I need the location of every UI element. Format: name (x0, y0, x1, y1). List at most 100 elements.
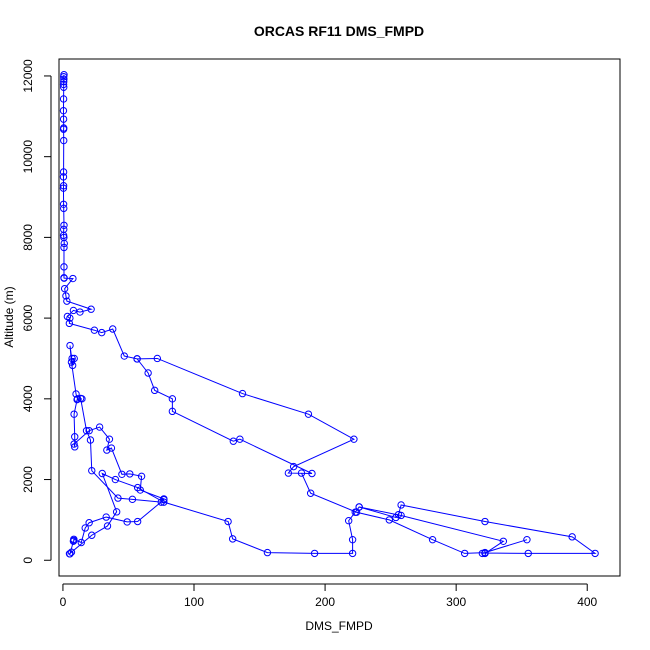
data-point (60, 239, 68, 248)
data-point (60, 73, 68, 81)
x-tick-label: 400 (577, 595, 597, 609)
data-point (111, 475, 120, 484)
data-point (523, 535, 531, 544)
data-point (107, 444, 116, 452)
data-point (76, 394, 85, 403)
data-point (229, 437, 238, 445)
x-tick-label: 100 (184, 595, 204, 609)
y-tick-label: 2000 (21, 466, 35, 493)
data-point (65, 550, 74, 558)
data-point (120, 352, 128, 360)
data-point (306, 489, 315, 497)
data-point (59, 184, 68, 192)
data-point (133, 355, 141, 363)
data-point (103, 522, 112, 530)
data-point (228, 535, 237, 543)
data-point (69, 537, 78, 545)
data-point (60, 136, 68, 145)
data-point (428, 535, 437, 544)
data-point (59, 80, 68, 89)
data-point (524, 549, 532, 558)
data-point (344, 517, 353, 525)
data-point (59, 125, 68, 133)
data-point (87, 305, 95, 313)
y-axis: 0 2000 4000 6000 8000 10000 12000 (21, 59, 52, 564)
y-tick-label: 4000 (21, 385, 35, 412)
data-point (60, 274, 68, 282)
data-point (114, 494, 122, 502)
data-point (308, 469, 316, 478)
data-point (168, 395, 177, 403)
data-point (81, 524, 89, 532)
data-point (59, 115, 68, 123)
data-point (112, 508, 121, 516)
data-point (69, 306, 78, 315)
data-point (67, 358, 76, 366)
data-point (88, 466, 96, 475)
series-line (68, 472, 597, 555)
data-point (60, 263, 68, 271)
data-point (123, 518, 131, 526)
data-point (60, 204, 68, 213)
data-point (150, 386, 159, 395)
data-point (60, 243, 68, 252)
data-point (66, 314, 74, 322)
data-point (297, 469, 306, 477)
y-tick-label: 6000 (21, 304, 35, 331)
data-point (499, 537, 508, 545)
series-layer (59, 71, 599, 558)
data-point (238, 389, 247, 398)
data-point (76, 308, 84, 316)
data-point (284, 469, 293, 477)
data-point (236, 435, 244, 443)
plot-frame (58, 58, 621, 577)
data-point (73, 395, 81, 404)
data-point (59, 95, 68, 103)
chart-title: ORCAS RF11 DMS_FMPD (254, 23, 424, 39)
data-point (397, 511, 405, 520)
data-point (70, 440, 78, 448)
y-tick-label: 0 (21, 557, 35, 564)
data-point (355, 503, 363, 511)
data-point (66, 341, 74, 350)
data-point (98, 328, 106, 337)
series-2 (66, 341, 168, 506)
series-line (69, 345, 165, 503)
data-point (591, 549, 599, 558)
data-point (481, 549, 489, 558)
x-tick-label: 300 (446, 595, 466, 609)
data-point (60, 77, 68, 86)
data-point (60, 284, 69, 293)
data-point (118, 470, 126, 478)
y-tick-label: 8000 (21, 224, 35, 251)
data-point (103, 446, 111, 454)
y-tick-label: 12000 (21, 59, 35, 93)
y-tick-label: 10000 (21, 140, 35, 174)
data-point (77, 538, 85, 547)
x-tick-label: 0 (60, 595, 67, 609)
data-point (82, 427, 91, 435)
data-point (62, 292, 70, 300)
data-point (69, 274, 77, 283)
data-point (86, 436, 95, 444)
data-point (160, 496, 168, 504)
data-point (71, 443, 79, 451)
series-1 (59, 71, 358, 478)
data-point (568, 533, 576, 541)
data-point (72, 390, 80, 398)
data-point (59, 182, 68, 190)
data-point (59, 173, 68, 181)
data-point (102, 513, 110, 521)
data-point (136, 486, 144, 494)
data-point (481, 517, 489, 526)
data-point (385, 516, 394, 524)
data-point (289, 462, 298, 471)
data-point (63, 297, 71, 305)
data-point (350, 435, 358, 443)
data-point (168, 407, 177, 416)
data-point (67, 548, 76, 556)
data-point (59, 106, 68, 115)
data-point (304, 410, 313, 418)
data-point (105, 435, 114, 443)
